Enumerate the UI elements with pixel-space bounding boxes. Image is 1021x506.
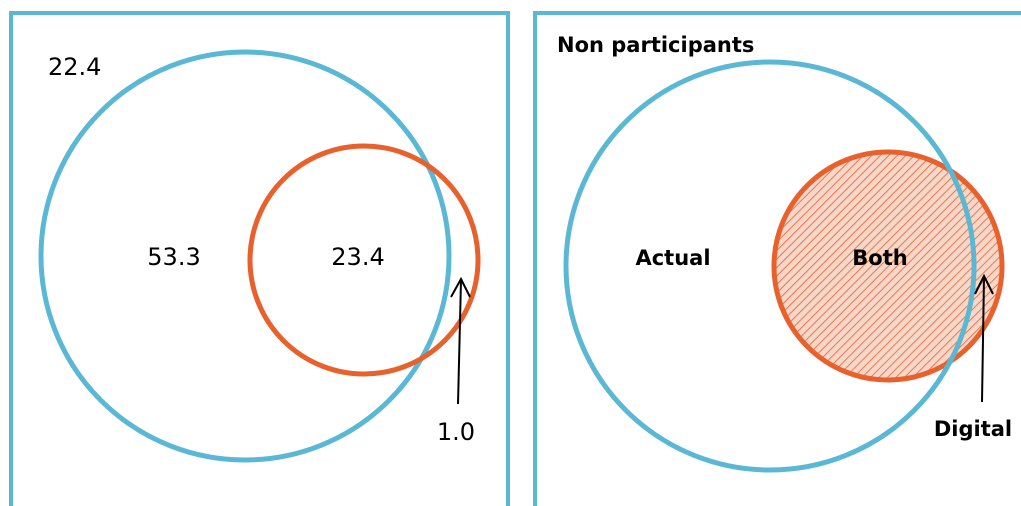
non-participants-label: Non participants [557,33,754,57]
digital-circle-hatched [771,149,1005,383]
actual-circle [38,49,452,463]
left-panel-frame [9,11,510,506]
actual-only-value: 53.3 [147,243,200,271]
digital-label: Digital [934,417,1012,441]
digital-circle [247,143,481,377]
digital-only-value: 1.0 [437,418,475,446]
actual-label: Actual [635,246,710,270]
digital-only-arrow [974,273,994,403]
both-value: 23.4 [331,243,384,271]
both-label: Both [852,246,907,270]
right-panel-frame [533,11,1021,506]
left-panel: 22.4 53.3 23.4 1.0 [9,11,510,506]
outside-value: 22.4 [48,53,101,81]
right-panel: Non participants Actual Both Digital [533,11,1021,506]
actual-circle [563,59,977,473]
digital-only-arrow [450,276,471,405]
